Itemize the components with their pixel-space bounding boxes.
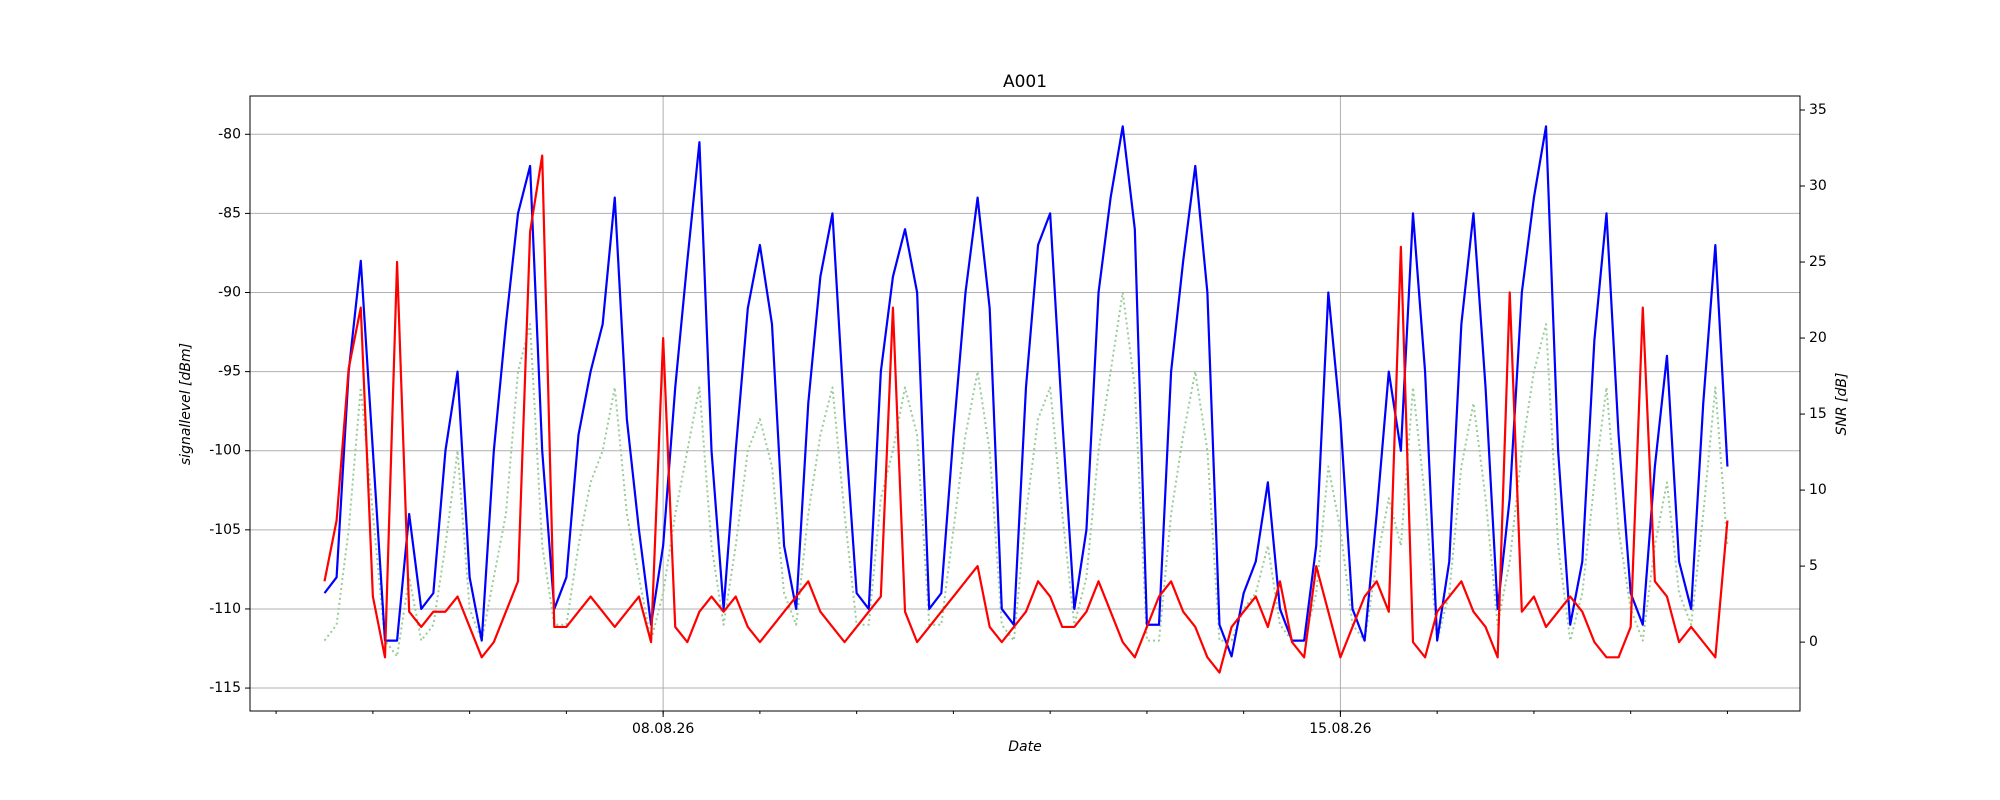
y-axis-label: signallevel [dBm] bbox=[178, 343, 194, 465]
x-axis-label: Date bbox=[1008, 739, 1041, 755]
y-tick-label: -95 bbox=[218, 364, 241, 380]
y-tick-label: -110 bbox=[209, 601, 241, 617]
series-line bbox=[323, 125, 1729, 658]
x-tick-label: 15.08.26 bbox=[1309, 721, 1371, 737]
y2-tick-label: 25 bbox=[1809, 254, 1827, 270]
y2-tick-label: 20 bbox=[1809, 330, 1827, 346]
y-tick-label: -115 bbox=[209, 680, 241, 696]
series-line bbox=[323, 291, 1729, 658]
y2-tick-label: 0 bbox=[1809, 634, 1818, 650]
y2-axis-label: SNR [dB] bbox=[1834, 373, 1850, 436]
y2-tick-label: 5 bbox=[1809, 558, 1818, 574]
plot-frame bbox=[249, 95, 1801, 712]
y2-tick-label: 10 bbox=[1809, 482, 1827, 498]
y-tick-label: -80 bbox=[218, 126, 241, 142]
y2-tick-label: 35 bbox=[1809, 102, 1827, 118]
y-tick-label: -90 bbox=[218, 285, 241, 301]
chart-title: A001 bbox=[1003, 72, 1047, 92]
y2-tick-label: 15 bbox=[1809, 406, 1827, 422]
y2-tick-label: 30 bbox=[1809, 178, 1827, 194]
y-tick-label: -105 bbox=[209, 522, 241, 538]
x-tick-label: 08.08.26 bbox=[632, 721, 694, 737]
series-line bbox=[323, 154, 1729, 674]
y-tick-label: -100 bbox=[209, 443, 241, 459]
y-tick-label: -85 bbox=[218, 205, 241, 221]
